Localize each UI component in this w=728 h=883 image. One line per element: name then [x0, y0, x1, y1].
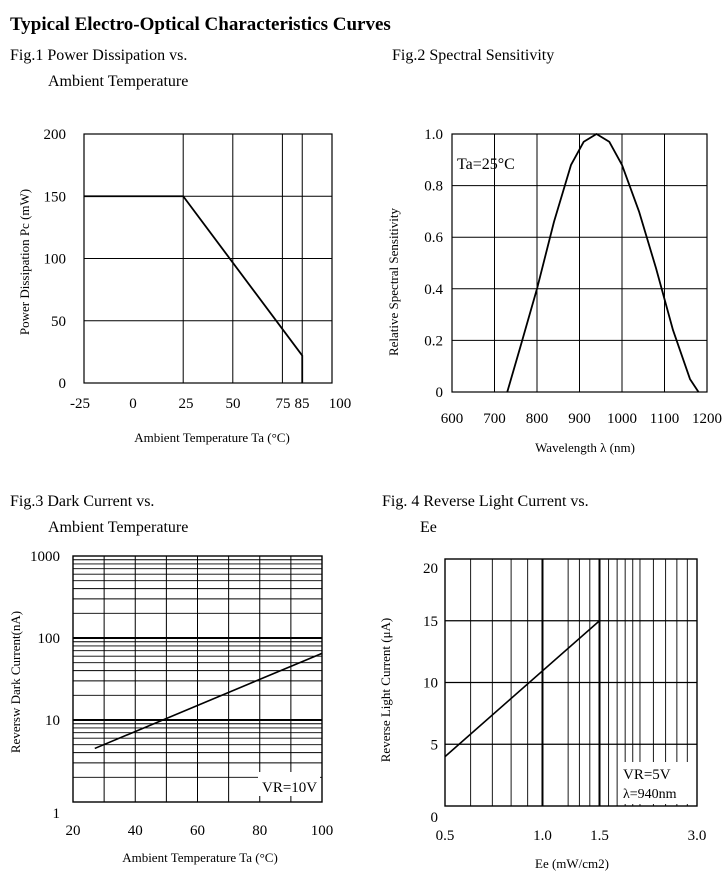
x-tick-label: 1000	[607, 411, 637, 427]
y-tick-label: 10	[423, 676, 438, 692]
y-axis-label: Power Dissipation Pc (mW)	[17, 189, 32, 335]
x-tick-label: 100	[329, 396, 352, 412]
series-line	[84, 195, 304, 383]
x-tick-label: 0.5	[436, 828, 455, 844]
fig3-title: Fig.3 Dark Current vs.	[10, 493, 155, 510]
x-axis-label: Ambient Temperature Ta (°C)	[134, 430, 290, 445]
y-tick-label: 5	[431, 737, 439, 753]
x-tick-label: 85	[295, 396, 310, 412]
y-tick-label: 150	[44, 189, 67, 205]
x-tick-label: 100	[311, 823, 334, 839]
series-line	[94, 652, 323, 750]
y-axis-label: Reversw Dark Current(nA)	[8, 611, 23, 753]
y-tick-label: 100	[44, 252, 67, 268]
y-tick-label: 0	[59, 376, 67, 392]
series-curve	[506, 133, 700, 393]
page-title: Typical Electro-Optical Characteristics …	[10, 14, 391, 35]
plot-frame	[444, 558, 698, 807]
x-tick-label: 0	[129, 396, 137, 412]
x-tick-label: 700	[483, 411, 506, 427]
fig2-title: Fig.2 Spectral Sensitivity	[392, 47, 555, 64]
y-tick-label: 0	[431, 810, 439, 826]
fig4-title: Fig. 4 Reverse Light Current vs.	[382, 493, 589, 510]
y-tick-label: 20	[423, 561, 438, 577]
y-tick-label: 50	[51, 314, 66, 330]
x-tick-label: 1100	[650, 411, 679, 427]
y-tick-label: 10	[45, 713, 60, 729]
y-tick-label: 15	[423, 614, 438, 630]
y-tick-label: 0.2	[424, 333, 443, 349]
y-tick-label: 1	[53, 806, 61, 822]
plot-frame	[83, 133, 333, 384]
x-tick-label: 50	[226, 396, 241, 412]
plot-frame	[451, 133, 708, 393]
y-tick-label: 1000	[30, 549, 60, 565]
series-line	[444, 620, 601, 758]
y-tick-label: 100	[38, 631, 61, 647]
x-tick-label: 75	[276, 396, 291, 412]
y-tick-label: 1.0	[424, 127, 443, 143]
x-tick-label: 80	[252, 823, 267, 839]
x-tick-label: -25	[70, 396, 90, 412]
x-tick-label: 1.5	[590, 828, 609, 844]
annotation-wavelength: λ=940nm	[623, 787, 677, 802]
plot-frame	[72, 555, 323, 803]
y-axis-label: Reverse Light Current (μA)	[378, 618, 393, 763]
x-tick-label: 1.0	[533, 828, 552, 844]
x-tick-label: 600	[441, 411, 464, 427]
x-tick-label: 20	[66, 823, 81, 839]
x-axis-label: Ambient Temperature Ta (°C)	[122, 850, 278, 865]
annotation-vr: VR=5V	[623, 767, 671, 783]
y-tick-label: 200	[44, 127, 67, 143]
fig4-subtitle: Ee	[420, 519, 437, 536]
fig4-reverse-light-current-chart: 0 5 10 15 20 0.5 1.0 1.5 3.0 Ee (mW/cm2) Reverse L…	[378, 558, 707, 871]
y-tick-label: 0.8	[424, 179, 443, 195]
fig1-subtitle: Ambient Temperature	[48, 73, 189, 90]
x-axis-label: Ee (mW/cm2)	[535, 856, 609, 871]
y-tick-label: 0	[436, 385, 444, 401]
x-axis-label: Wavelength λ (nm)	[535, 440, 635, 455]
annotation-bg	[258, 772, 320, 796]
fig1-title: Fig.1 Power Dissipation vs.	[10, 47, 188, 64]
x-tick-label: 25	[179, 396, 194, 412]
y-axis-label: Relative Spectral Sensitivity	[386, 207, 401, 356]
x-tick-label: 900	[568, 411, 591, 427]
annotation-bg	[618, 762, 692, 804]
x-tick-label: 3.0	[688, 828, 707, 844]
x-tick-label: 60	[190, 823, 205, 839]
fig3-subtitle: Ambient Temperature	[48, 519, 189, 536]
fig3-dark-current-chart: 1 10 100 1000 20 40 60 80 100 Ambient Temperature…	[8, 549, 333, 865]
y-tick-label: 0.4	[424, 282, 443, 298]
annotation-vr: VR=10V	[262, 780, 317, 796]
x-tick-label: 40	[128, 823, 143, 839]
x-tick-label: 800	[526, 411, 549, 427]
fig2-spectral-sensitivity-chart: 0 0.2 0.4 0.6 0.8 1.0 600 700 800 900 1000 1100 1200…	[386, 127, 722, 455]
y-tick-label: 0.6	[424, 230, 443, 246]
x-tick-label: 1200	[692, 411, 722, 427]
annotation-ta: Ta=25°C	[457, 156, 515, 173]
